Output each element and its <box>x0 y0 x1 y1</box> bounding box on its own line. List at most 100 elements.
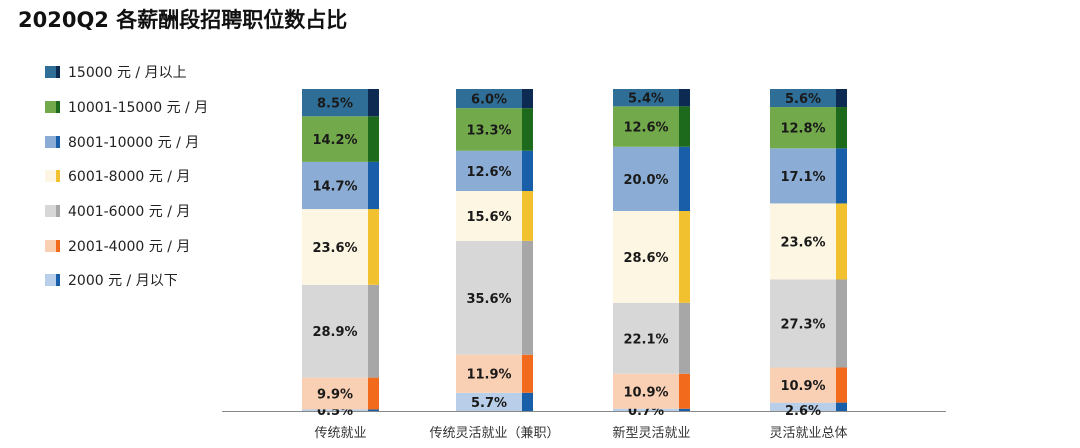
bar-segment-accent <box>679 373 690 409</box>
bar-segment <box>302 284 368 378</box>
data-label: 23.6% <box>312 241 357 256</box>
legend-label: 6001-8000 元 / 月 <box>68 169 191 186</box>
bar-segment-accent <box>522 108 533 151</box>
category-label: 传统就业 <box>314 426 366 441</box>
legend: 15000 元 / 月以上 10001-15000 元 / 月 8001-10000… <box>45 55 208 298</box>
legend-swatch <box>45 135 60 148</box>
bar-segment-accent <box>368 377 379 410</box>
data-label: 15.6% <box>466 210 511 225</box>
bar-segment-accent <box>368 209 379 285</box>
bar-segment-accent <box>679 89 690 107</box>
bar-segment <box>456 191 522 241</box>
data-label: 23.6% <box>780 235 825 250</box>
bar-segment <box>302 161 368 210</box>
bar-segment-accent <box>522 89 533 109</box>
data-label: 14.2% <box>312 133 357 148</box>
bar-segment <box>613 106 679 147</box>
data-label: 12.6% <box>623 121 668 136</box>
bar-segment-accent <box>368 89 379 117</box>
bar-segment-accent <box>836 89 847 108</box>
data-label: 17.1% <box>780 170 825 185</box>
bar-segment <box>456 392 522 411</box>
data-label: 9.9% <box>317 388 353 403</box>
bar-segment <box>770 279 836 368</box>
bar-segment <box>456 89 522 109</box>
legend-label: 15000 元 / 月以上 <box>68 65 187 82</box>
legend-label: 2001-4000 元 / 月 <box>68 238 191 255</box>
data-label: 2.6% <box>785 404 821 419</box>
bar-segment <box>302 116 368 162</box>
data-label: 8.5% <box>317 97 353 112</box>
bar-segment <box>770 203 836 280</box>
bar-segment <box>770 148 836 204</box>
bar-segment <box>302 377 368 410</box>
bar-segment-accent <box>368 409 379 411</box>
bar-segment-accent <box>522 150 533 192</box>
legend-item: 4001-6000 元 / 月 <box>45 194 208 229</box>
bar-segment <box>456 150 522 192</box>
data-label: 5.7% <box>471 396 507 411</box>
bar-segment-accent <box>836 107 847 149</box>
bar-segment-accent <box>368 161 379 210</box>
bar-segment-accent <box>836 367 847 403</box>
data-label: 5.6% <box>785 92 821 107</box>
bar-segment <box>613 89 679 107</box>
legend-item: 6001-8000 元 / 月 <box>45 159 208 194</box>
bar-segment <box>302 209 368 285</box>
bar-segment-accent <box>522 191 533 241</box>
data-label: 35.6% <box>466 292 511 307</box>
bar-segment <box>770 402 836 411</box>
bar-segment-accent <box>368 116 379 162</box>
bar-segment <box>770 107 836 149</box>
data-label: 28.6% <box>623 251 668 266</box>
bar-segment <box>613 210 679 303</box>
bar-segment-accent <box>679 302 690 374</box>
legend-label: 2000 元 / 月以下 <box>68 273 178 290</box>
legend-item: 8001-10000 元 / 月 <box>45 124 208 159</box>
category-label: 灵活就业总体 <box>769 426 847 441</box>
legend-swatch <box>45 170 60 183</box>
legend-swatch <box>45 66 60 79</box>
chart-title: 2020Q2 各薪酬段招聘职位数占比 <box>18 8 348 32</box>
bar-segment-accent <box>679 146 690 211</box>
legend-label: 10001-15000 元 / 月 <box>68 100 209 117</box>
data-label: 10.9% <box>780 379 825 394</box>
data-label: 11.9% <box>466 368 511 383</box>
data-label: 28.9% <box>312 325 357 340</box>
bar-segment-accent <box>522 392 533 411</box>
bar-segment <box>613 146 679 211</box>
legend-swatch <box>45 274 60 287</box>
data-label: 27.3% <box>780 317 825 332</box>
bar-segment-accent <box>368 284 379 378</box>
category-label: 新型灵活就业 <box>612 425 690 441</box>
data-label: 22.1% <box>623 332 668 347</box>
bar-segment-accent <box>679 106 690 147</box>
data-label: 14.7% <box>312 179 357 194</box>
bar-segment <box>770 89 836 108</box>
data-label: 5.4% <box>628 92 664 107</box>
data-label: 12.6% <box>466 165 511 180</box>
data-label: 12.8% <box>780 122 825 137</box>
bar-segment-accent <box>679 408 690 411</box>
bar-segment-accent <box>836 203 847 280</box>
bar-segment <box>302 409 368 411</box>
category-label: 传统灵活就业（兼职） <box>429 426 559 441</box>
legend-item: 10001-15000 元 / 月 <box>45 90 208 125</box>
legend-swatch <box>45 205 60 218</box>
legend-item: 2000 元 / 月以下 <box>45 263 208 298</box>
bar-segment-accent <box>679 210 690 303</box>
bar-segment-accent <box>522 240 533 355</box>
data-label: 10.9% <box>623 385 668 400</box>
bar-segment-accent <box>836 148 847 204</box>
legend-item: 2001-4000 元 / 月 <box>45 228 208 263</box>
legend-label: 8001-10000 元 / 月 <box>68 134 200 151</box>
legend-swatch <box>45 239 60 252</box>
legend-label: 4001-6000 元 / 月 <box>68 204 191 221</box>
bar-segment <box>302 89 368 117</box>
legend-item: 15000 元 / 月以上 <box>45 55 208 90</box>
bar-segment-accent <box>522 354 533 393</box>
bar-segment <box>456 240 522 355</box>
bar-segment <box>456 354 522 393</box>
bar-segment <box>613 373 679 409</box>
